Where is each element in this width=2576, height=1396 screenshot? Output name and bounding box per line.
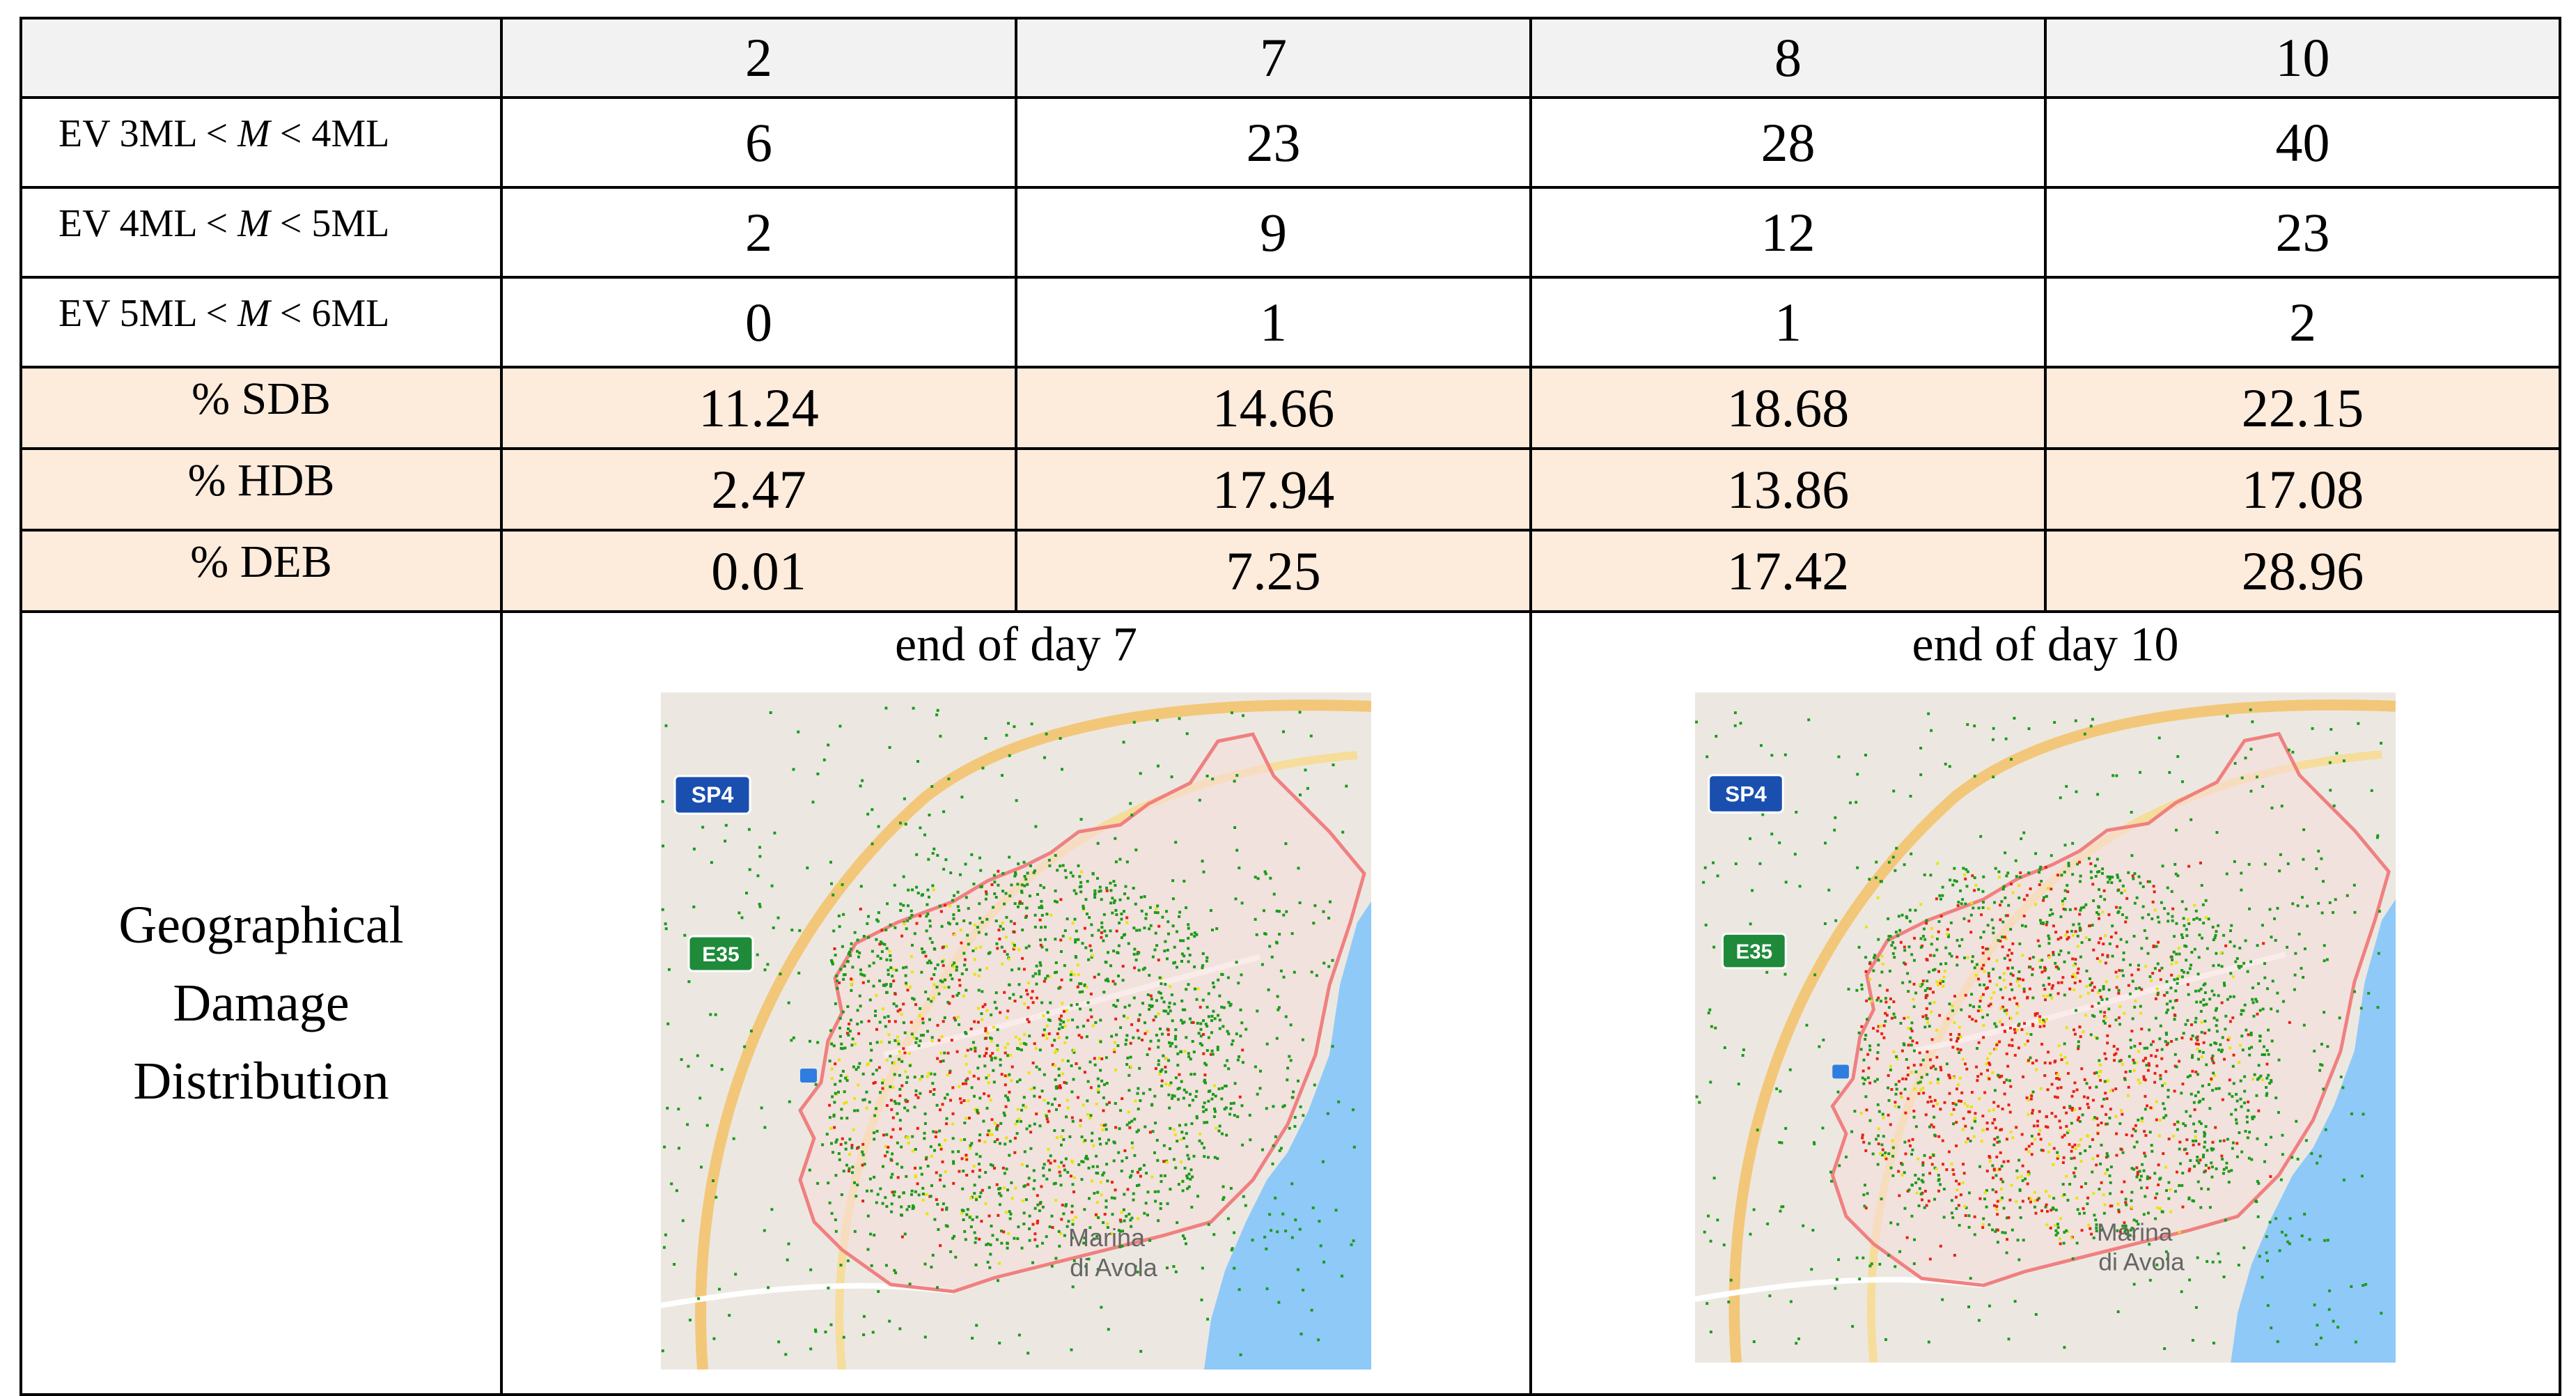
damage-points bbox=[1695, 708, 2383, 1350]
table-cell: 22.15 bbox=[2044, 366, 2561, 450]
table-cell: 1 bbox=[1015, 276, 1532, 369]
header-day-cell: 10 bbox=[2044, 17, 2561, 99]
geo-label-line: Distribution bbox=[133, 1052, 389, 1110]
table-cell: 1 bbox=[1529, 276, 2047, 369]
map-sea bbox=[1204, 901, 1371, 1370]
map-cell-day-7: end of day 7 SP4 E35 Marina di Avola bbox=[500, 610, 1532, 1396]
row-label: % SDB bbox=[19, 366, 503, 450]
table-cell: 12 bbox=[1529, 186, 2047, 279]
road-shield-sp4: SP4 bbox=[673, 775, 751, 815]
municipal-boundary bbox=[1830, 731, 2391, 1287]
table-cell: 17.94 bbox=[1015, 447, 1532, 532]
row-label: EV 5ML < M < 6ML bbox=[19, 276, 503, 369]
table-row-ev-4-5: EV 4ML < M < 5ML 2 9 12 23 bbox=[19, 186, 2561, 279]
header-day-cell: 2 bbox=[500, 17, 1017, 99]
damage-points bbox=[661, 706, 1356, 1356]
svg-text:SP4: SP4 bbox=[692, 782, 734, 807]
table-cell: 0 bbox=[500, 276, 1017, 369]
header-corner-cell bbox=[19, 17, 503, 99]
row-label: EV 3ML < M < 4ML bbox=[19, 96, 503, 189]
map-road bbox=[1728, 699, 2396, 1363]
table-cell: 17.08 bbox=[2044, 447, 2561, 532]
road-shield-e35: E35 bbox=[687, 935, 754, 972]
svg-text:E35: E35 bbox=[702, 943, 739, 966]
table-cell: 0.01 bbox=[500, 529, 1017, 613]
table-row-hdb: % HDB 2.47 17.94 13.86 17.08 bbox=[19, 447, 2561, 532]
svg-text:E35: E35 bbox=[1736, 940, 1773, 963]
place-label: Marina bbox=[1068, 1223, 1146, 1252]
road-shield-e35: E35 bbox=[1721, 932, 1787, 970]
table-cell: 6 bbox=[500, 96, 1017, 189]
map-sea bbox=[2231, 899, 2396, 1363]
road-shield-sp4: SP4 bbox=[1708, 774, 1784, 814]
table-cell: 23 bbox=[1015, 96, 1532, 189]
table-cell: 17.42 bbox=[1529, 529, 2047, 613]
row-label: EV 4ML < M < 5ML bbox=[19, 186, 503, 279]
header-day-cell: 7 bbox=[1015, 17, 1532, 99]
map-title: end of day 7 bbox=[895, 618, 1137, 672]
table-row-deb: % DEB 0.01 7.25 17.42 28.96 bbox=[19, 529, 2561, 613]
geo-label-line: Geographical bbox=[118, 896, 404, 954]
map-cell-day-10: end of day 10 SP4 E35 Marina di Avola bbox=[1529, 610, 2561, 1396]
map-road bbox=[695, 699, 1371, 1370]
table-cell: 11.24 bbox=[500, 366, 1017, 450]
table-cell: 2 bbox=[2044, 276, 2561, 369]
table-cell: 28 bbox=[1529, 96, 2047, 189]
map-title: end of day 10 bbox=[1912, 618, 2179, 672]
svg-text:SP4: SP4 bbox=[1725, 781, 1767, 806]
table-row-ev-3-4: EV 3ML < M < 4ML 6 23 28 40 bbox=[19, 96, 2561, 189]
place-label: Marina bbox=[2097, 1218, 2173, 1246]
place-label: di Avola bbox=[2098, 1248, 2185, 1275]
table-cell: 28.96 bbox=[2044, 529, 2561, 613]
table-cell: 40 bbox=[2044, 96, 2561, 189]
place-label: di Avola bbox=[1070, 1253, 1157, 1282]
geo-row-label: Geographical Damage Distribution bbox=[19, 610, 503, 1396]
table-cell: 2 bbox=[500, 186, 1017, 279]
table-row-sdb: % SDB 11.24 14.66 18.68 22.15 bbox=[19, 366, 2561, 450]
table-cell: 7.25 bbox=[1015, 529, 1532, 613]
table-cell: 13.86 bbox=[1529, 447, 2047, 532]
table-row-ev-5-6: EV 5ML < M < 6ML 0 1 1 2 bbox=[19, 276, 2561, 369]
table-cell: 14.66 bbox=[1015, 366, 1532, 450]
table-row-geo: Geographical Damage Distribution end of … bbox=[19, 610, 2561, 1396]
table-cell: 2.47 bbox=[500, 447, 1017, 532]
damage-table: 2 7 8 10 EV 3ML < M < 4ML 6 23 28 40 EV … bbox=[19, 17, 2561, 1396]
row-label: % DEB bbox=[19, 529, 503, 613]
table-cell: 9 bbox=[1015, 186, 1532, 279]
municipal-boundary bbox=[798, 732, 1366, 1294]
header-day-cell: 8 bbox=[1529, 17, 2047, 99]
geo-label-line: Damage bbox=[173, 974, 350, 1032]
map-marker bbox=[800, 1069, 817, 1083]
row-label: % HDB bbox=[19, 447, 503, 532]
table-cell: 23 bbox=[2044, 186, 2561, 279]
map-marker bbox=[1832, 1064, 1849, 1079]
table-cell: 18.68 bbox=[1529, 366, 2047, 450]
table-header-row: 2 7 8 10 bbox=[19, 17, 2561, 99]
